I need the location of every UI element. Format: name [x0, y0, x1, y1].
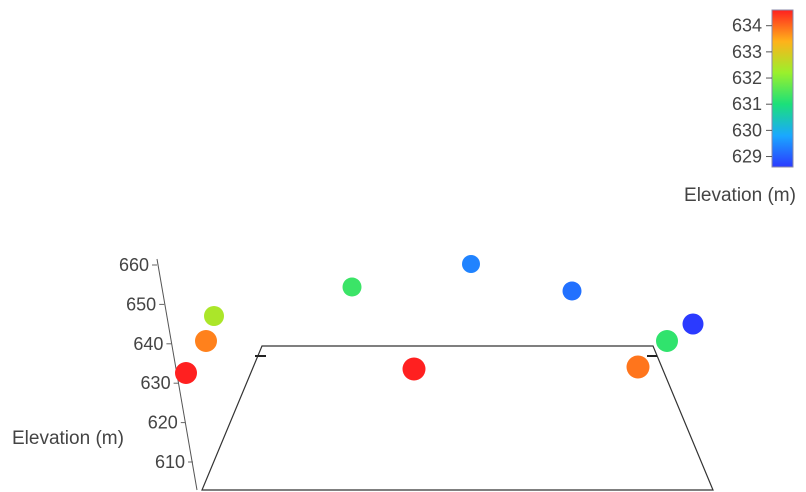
colorbar-tick-label: 629	[732, 147, 762, 167]
data-points	[175, 255, 704, 384]
colorbar: 634 633 632 631 630 629 Elevation (m)	[684, 9, 796, 206]
data-point[interactable]	[682, 313, 704, 335]
z-axis-title: Elevation (m)	[12, 428, 124, 449]
z-axis-ticks: 660 650 640 630 620 610	[119, 255, 193, 472]
z-tick-label: 610	[155, 452, 185, 472]
z-tick-label: 650	[126, 294, 156, 314]
floor-outline	[201, 345, 714, 491]
data-point[interactable]	[342, 277, 362, 297]
data-point[interactable]	[626, 355, 650, 379]
z-tick-label: 660	[119, 255, 149, 275]
data-point[interactable]	[175, 362, 197, 384]
colorbar-tick-label: 634	[732, 16, 762, 36]
colorbar-tick-label: 632	[732, 68, 762, 88]
z-tick-label: 620	[148, 413, 178, 433]
data-point[interactable]	[462, 255, 480, 273]
colorbar-gradient	[771, 9, 794, 168]
colorbar-tick-label: 631	[732, 94, 762, 114]
data-point[interactable]	[562, 281, 582, 301]
data-point[interactable]	[195, 330, 217, 352]
data-point[interactable]	[656, 330, 678, 352]
colorbar-tick-label: 633	[732, 42, 762, 62]
data-point[interactable]	[204, 306, 224, 326]
z-tick-label: 640	[133, 334, 163, 354]
colorbar-tick-label: 630	[732, 120, 762, 140]
colorbar-title: Elevation (m)	[684, 185, 796, 206]
colorbar-ticks: 634 633 632 631 630 629	[732, 16, 772, 167]
data-point[interactable]	[402, 357, 426, 381]
z-tick-label: 630	[141, 373, 171, 393]
